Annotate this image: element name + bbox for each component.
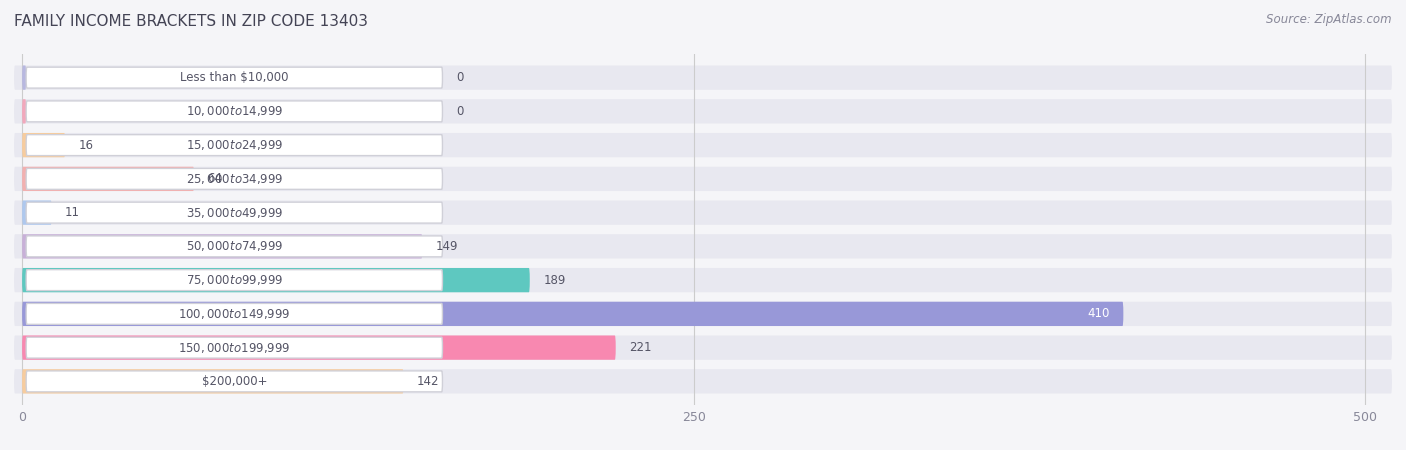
FancyBboxPatch shape (22, 302, 1123, 326)
Text: 0: 0 (456, 105, 463, 118)
Text: $10,000 to $14,999: $10,000 to $14,999 (186, 104, 283, 118)
FancyBboxPatch shape (14, 133, 1392, 157)
FancyBboxPatch shape (14, 99, 1392, 123)
FancyBboxPatch shape (27, 303, 443, 324)
FancyBboxPatch shape (22, 166, 194, 191)
FancyBboxPatch shape (14, 201, 1392, 225)
Text: 0: 0 (456, 71, 463, 84)
FancyBboxPatch shape (27, 67, 443, 88)
FancyBboxPatch shape (14, 166, 1392, 191)
FancyBboxPatch shape (22, 336, 616, 360)
FancyBboxPatch shape (27, 270, 443, 291)
Text: 149: 149 (436, 240, 458, 253)
FancyBboxPatch shape (14, 234, 1392, 258)
FancyBboxPatch shape (27, 236, 443, 257)
Text: FAMILY INCOME BRACKETS IN ZIP CODE 13403: FAMILY INCOME BRACKETS IN ZIP CODE 13403 (14, 14, 368, 28)
Text: $100,000 to $149,999: $100,000 to $149,999 (179, 307, 291, 321)
FancyBboxPatch shape (22, 268, 530, 292)
Text: 16: 16 (79, 139, 94, 152)
Text: Less than $10,000: Less than $10,000 (180, 71, 288, 84)
Text: $150,000 to $199,999: $150,000 to $199,999 (179, 341, 291, 355)
Text: 189: 189 (543, 274, 565, 287)
FancyBboxPatch shape (22, 133, 65, 157)
Text: $15,000 to $24,999: $15,000 to $24,999 (186, 138, 283, 152)
FancyBboxPatch shape (14, 369, 1392, 393)
FancyBboxPatch shape (27, 337, 443, 358)
Text: $50,000 to $74,999: $50,000 to $74,999 (186, 239, 283, 253)
FancyBboxPatch shape (22, 65, 27, 90)
Text: 64: 64 (208, 172, 222, 185)
FancyBboxPatch shape (14, 65, 1392, 90)
Text: 410: 410 (1088, 307, 1109, 320)
Text: $75,000 to $99,999: $75,000 to $99,999 (186, 273, 283, 287)
Text: $200,000+: $200,000+ (201, 375, 267, 388)
FancyBboxPatch shape (27, 101, 443, 122)
Text: $25,000 to $34,999: $25,000 to $34,999 (186, 172, 283, 186)
Text: 11: 11 (65, 206, 80, 219)
FancyBboxPatch shape (14, 336, 1392, 360)
FancyBboxPatch shape (27, 168, 443, 189)
FancyBboxPatch shape (27, 135, 443, 156)
FancyBboxPatch shape (22, 369, 404, 393)
Text: 142: 142 (418, 375, 440, 388)
FancyBboxPatch shape (14, 302, 1392, 326)
FancyBboxPatch shape (27, 371, 443, 392)
FancyBboxPatch shape (27, 202, 443, 223)
FancyBboxPatch shape (22, 99, 27, 123)
Text: $35,000 to $49,999: $35,000 to $49,999 (186, 206, 283, 220)
FancyBboxPatch shape (22, 201, 52, 225)
Text: Source: ZipAtlas.com: Source: ZipAtlas.com (1267, 14, 1392, 27)
Text: 221: 221 (628, 341, 651, 354)
FancyBboxPatch shape (22, 234, 422, 258)
FancyBboxPatch shape (14, 268, 1392, 292)
